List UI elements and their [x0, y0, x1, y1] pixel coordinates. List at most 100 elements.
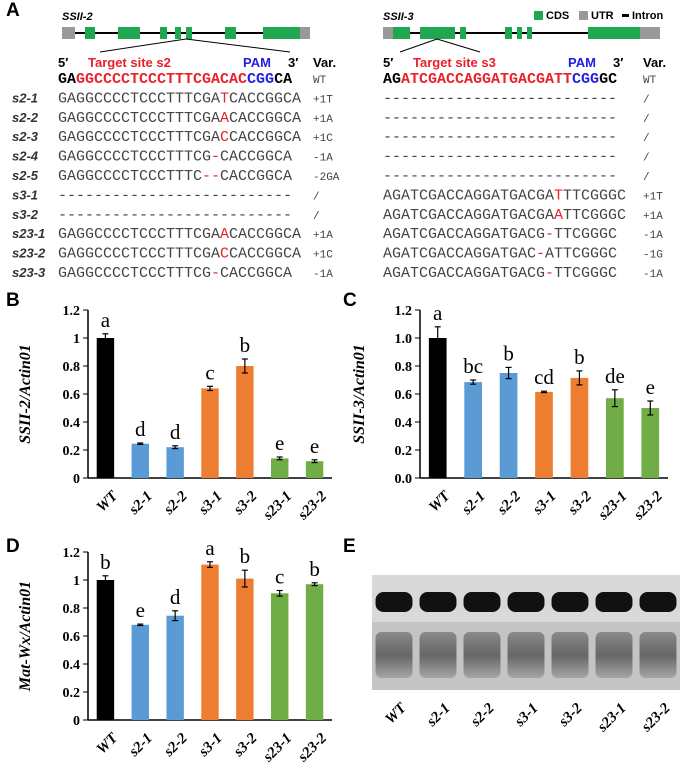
- gel-smear: [463, 632, 501, 678]
- sequence-segment: CGG: [572, 71, 599, 88]
- row-label: s2-1: [12, 90, 38, 105]
- gel-band: [639, 592, 677, 612]
- significance-letter: b: [309, 557, 320, 581]
- bar: [131, 624, 149, 720]
- significance-letter: b: [100, 550, 111, 574]
- legend-swatch: [622, 14, 629, 17]
- y-tick-label: 0.4: [395, 416, 413, 431]
- variant: -1A: [313, 269, 333, 281]
- sequence-segment: -: [545, 265, 554, 282]
- y-axis-label: SSII-2/Actin01: [17, 344, 34, 444]
- gel-band: [375, 592, 413, 612]
- sequence-segment: CACCGGCA: [220, 168, 292, 185]
- sequence-segment: A: [220, 110, 229, 127]
- gel-band: [419, 592, 457, 612]
- y-axis-label: SSII-3/Actin01: [351, 344, 368, 444]
- sequence-segment: TTCGGGC: [563, 187, 626, 204]
- sequence: GAGGCCCCTCCCTTTCGACCACCGGCA: [58, 246, 301, 263]
- x-tick-label: s23-2: [295, 730, 331, 766]
- sequence-segment: GAGGCCCCTCCCTTTC: [58, 168, 202, 185]
- sequence: --------------------------: [383, 168, 617, 185]
- y-tick-label: 0.2: [63, 686, 81, 701]
- variant: -1G: [643, 250, 663, 262]
- sequence-segment: CA: [274, 71, 292, 88]
- variant: +1T: [313, 94, 333, 106]
- sequence: --------------------------: [383, 110, 617, 127]
- gel-smear: [639, 632, 677, 678]
- lane-label: s23-1: [594, 700, 630, 736]
- gene-name: SSII-2: [62, 11, 93, 23]
- bar: [236, 366, 254, 478]
- sequence-segment: ATTCGGGC: [545, 246, 617, 263]
- bar: [305, 461, 324, 478]
- y-tick-label: 0.6: [395, 388, 413, 403]
- legend-label: UTR: [591, 10, 614, 22]
- sequence-segment: GAGGCCCCTCCCTTTCG: [58, 149, 211, 166]
- y-tick-label: 1: [73, 574, 80, 589]
- y-tick-label: 0.4: [63, 658, 81, 673]
- gel-band: [463, 592, 501, 612]
- variant: WT: [313, 75, 327, 87]
- sequence-segment: -: [536, 246, 545, 263]
- variant: -1A: [313, 153, 333, 165]
- gel-band: [595, 592, 633, 612]
- sequence-segment: --------------------------: [383, 110, 617, 127]
- sequence-segment: T: [220, 90, 229, 107]
- x-tick-label: s2-1: [126, 488, 156, 518]
- sequence: GAGGCCCCTCCCTTTCGAACACCGGCA: [58, 226, 301, 243]
- bar: [464, 382, 482, 478]
- variant: -1A: [643, 269, 663, 281]
- x-tick-label: s2-2: [160, 730, 191, 761]
- x-tick-label: WT: [94, 488, 122, 516]
- x-tick-label: s23-2: [630, 488, 666, 524]
- variant: /: [313, 211, 320, 223]
- lane-label: WT: [382, 700, 410, 728]
- sequence-segment: AGATCGACCAGGATGACG: [383, 226, 545, 243]
- sequence-segment: GAGGCCCCTCCCTTTCGA: [58, 90, 220, 107]
- variant: +1C: [313, 250, 333, 262]
- x-tick-label: s23-1: [260, 488, 296, 524]
- sequence-segment: -: [211, 149, 220, 166]
- variant: +1A: [643, 211, 663, 223]
- gene-diagram: [62, 27, 310, 53]
- significance-letter: e: [275, 431, 284, 455]
- significance-letter: d: [170, 420, 181, 444]
- sequence-segment: --------------------------: [383, 129, 617, 146]
- significance-letter: a: [205, 536, 215, 560]
- significance-letter: a: [433, 301, 443, 325]
- row-label: s2-2: [12, 110, 39, 125]
- bar: [201, 388, 219, 478]
- sequence: --------------------------: [383, 90, 617, 107]
- x-tick-label: WT: [94, 730, 122, 758]
- y-tick-label: 1.0: [395, 332, 413, 347]
- sequence-segment: CACCGGCA: [220, 149, 292, 166]
- bar: [570, 377, 589, 478]
- y-tick-label: 1.2: [395, 304, 413, 319]
- pam-label: PAM: [243, 55, 271, 70]
- x-tick-label: s3-1: [529, 488, 559, 518]
- variant: WT: [643, 75, 657, 87]
- row-label: s2-4: [12, 149, 39, 164]
- y-tick-label: 1: [73, 332, 80, 347]
- legend-swatch: [579, 11, 588, 20]
- sequence-segment: CGG: [247, 71, 274, 88]
- bar: [641, 408, 660, 478]
- gene-diagram: [383, 27, 660, 53]
- sequence: --------------------------: [58, 187, 292, 204]
- variant: /: [643, 172, 650, 184]
- y-tick-label: 0.6: [63, 388, 81, 403]
- y-tick-label: 0: [73, 714, 80, 729]
- gel-smear: [375, 632, 413, 678]
- variant: -1A: [643, 230, 663, 242]
- sequence-segment: --------------------------: [383, 168, 617, 185]
- sequence-segment: --------------------------: [383, 149, 617, 166]
- sequence-segment: --: [202, 168, 220, 185]
- sequence: AGATCGACCAGGATGACGATTTCGGGC: [383, 187, 626, 204]
- panel-label: A: [6, 0, 20, 21]
- gel-smear: [595, 632, 633, 678]
- gene-name: SSII-3: [383, 11, 414, 23]
- sequence-segment: AG: [383, 71, 401, 88]
- significance-letter: d: [135, 417, 146, 441]
- sequence-segment: --------------------------: [58, 207, 292, 224]
